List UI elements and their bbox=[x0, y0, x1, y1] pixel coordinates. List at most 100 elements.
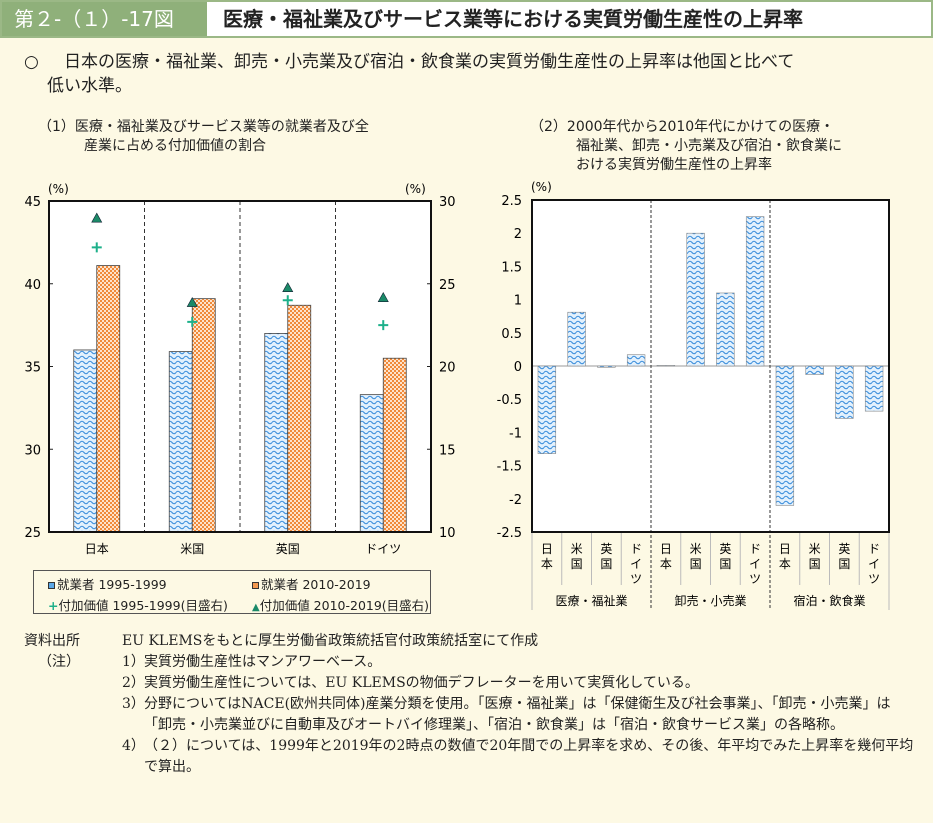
x-tick-label: ツ bbox=[749, 572, 761, 586]
x-tick-label: 日 bbox=[660, 542, 672, 556]
subtitle-line: おける実質労働生産性の上昇率 bbox=[576, 157, 772, 173]
plus-marker-icon: + bbox=[48, 598, 59, 613]
x-tick-label: イ bbox=[630, 557, 642, 571]
y2-tick-label: 20 bbox=[439, 361, 456, 376]
y2-tick-label: 25 bbox=[439, 278, 456, 293]
y-tick-label: 30 bbox=[24, 443, 41, 458]
bar bbox=[626, 354, 646, 367]
y-tick-label: 35 bbox=[24, 361, 41, 376]
note-text: 分野についてはNACE(欧州共同体)産業分類を使用。「医療・福祉業」は「保健衛生… bbox=[144, 696, 891, 733]
bar-employed-2010 bbox=[287, 304, 312, 533]
x-tick-label: イ bbox=[868, 557, 880, 571]
legend-label: 付加価値 2010-2019(目盛右) bbox=[259, 598, 430, 613]
x-tick-label: 英 bbox=[600, 542, 612, 556]
legend-swatch-icon bbox=[252, 582, 259, 589]
plus-marker bbox=[187, 316, 198, 327]
left-chart-subtitle: （1）医療・福祉業及びサービス業等の就業者及び全 産業に占める付加価値の割合 bbox=[38, 118, 369, 156]
x-tick-label: 英 bbox=[838, 542, 850, 556]
triangle-marker bbox=[377, 292, 389, 302]
triangle-marker bbox=[91, 212, 103, 223]
bar bbox=[597, 365, 616, 368]
y-tick-label: -2.5 bbox=[497, 526, 522, 541]
x-tick-label: 国 bbox=[809, 557, 821, 571]
legend-label: 就業者 2010-2019 bbox=[261, 577, 371, 592]
x-tick-label: ドイツ bbox=[365, 542, 401, 556]
y-tick-label: -0.5 bbox=[497, 393, 522, 408]
figure-header: 第２-（１）-17図 医療・福祉業及びサービス業等における実質労働生産性の上昇率 bbox=[0, 0, 933, 38]
note-number: 2） bbox=[122, 675, 145, 691]
figure-title: 医療・福祉業及びサービス業等における実質労働生産性の上昇率 bbox=[223, 7, 803, 31]
bar bbox=[805, 365, 824, 375]
x-tick-label: ド bbox=[630, 542, 642, 556]
left-chart: 45 30 40 25 35 20 30 15 25 10 (%) (%) 日本 米国 英国 ドイツ bbox=[24, 182, 455, 556]
y-axis-label: (%) bbox=[531, 180, 552, 194]
legend-swatch-icon bbox=[48, 582, 55, 589]
bar-employed-1995 bbox=[264, 332, 289, 533]
note-number: 1） bbox=[122, 654, 145, 670]
left-chart-legend: 就業者 1995-1999 就業者 2010-2019 +付加価値 1995-1… bbox=[33, 570, 431, 614]
bar-employed-2010 bbox=[191, 298, 216, 533]
y-tick-label: 1 bbox=[514, 294, 522, 309]
bar bbox=[716, 292, 735, 367]
legend-label: 付加価値 1995-1999(目盛右) bbox=[58, 598, 228, 613]
triangle-marker-icon: ▲ bbox=[252, 602, 260, 613]
x-tick-label: 日 bbox=[541, 542, 553, 556]
bar bbox=[775, 365, 795, 506]
x-tick-label: ツ bbox=[868, 572, 880, 586]
subtitle-line: （2）2000年代から2010年代にかけての医療・ bbox=[530, 119, 835, 135]
legend-label: 就業者 1995-1999 bbox=[57, 577, 167, 592]
y-tick-label: 25 bbox=[24, 526, 41, 541]
legend-item-employed-1995: 就業者 1995-1999 bbox=[48, 574, 167, 593]
x-tick-label: ツ bbox=[630, 572, 642, 586]
plot-frame bbox=[531, 199, 890, 533]
bar-employed-2010 bbox=[96, 265, 121, 533]
note-text: （２）については、1999年と2019年の2時点の数値で20年間での上昇率を求め… bbox=[144, 738, 914, 775]
x-tick-label: ド bbox=[749, 542, 761, 556]
x-tick-label: 英 bbox=[719, 542, 731, 556]
group-label: 宿泊・飲食業 bbox=[793, 593, 865, 608]
x-tick-label: 米国 bbox=[180, 542, 204, 556]
x-tick-label: 米 bbox=[690, 542, 702, 556]
bar bbox=[656, 365, 676, 367]
x-tick-label: 本 bbox=[779, 557, 791, 571]
triangle-marker bbox=[186, 296, 198, 307]
y2-axis-label: (%) bbox=[405, 182, 426, 196]
note-label: （注） bbox=[38, 654, 80, 670]
bullet-icon: ○ bbox=[24, 52, 39, 72]
y-tick-label: 45 bbox=[24, 195, 41, 210]
legend-item-employed-2010: 就業者 2010-2019 bbox=[252, 574, 371, 593]
plus-marker bbox=[378, 320, 389, 331]
y-tick-label: 2.5 bbox=[501, 194, 522, 209]
group-label: 医療・福祉業 bbox=[555, 593, 627, 608]
right-chart: 2.521.510.50-0.5-1-1.5-2-2.5(%)日本米国英国ドイツ… bbox=[497, 180, 890, 610]
subtitle-line: 福祉業、卸売・小売業及び宿泊・飲食業に bbox=[576, 138, 842, 154]
bar bbox=[567, 311, 586, 367]
x-tick-label: 国 bbox=[719, 557, 731, 571]
x-tick-label: 国 bbox=[838, 557, 850, 571]
note-number: 3） bbox=[122, 696, 145, 712]
y-tick-label: 2 bbox=[514, 227, 522, 242]
y-axis-label: (%) bbox=[48, 182, 69, 196]
note-text: 実質労働生産性はマンアワーベース。 bbox=[144, 654, 382, 670]
x-tick-label: 日本 bbox=[85, 542, 109, 556]
note-number: 4） bbox=[122, 738, 145, 754]
x-tick-label: 日 bbox=[779, 542, 791, 556]
y-tick-label: -1 bbox=[509, 426, 522, 441]
lead-line-2: 低い水準。 bbox=[47, 76, 132, 96]
subtitle-line: （1）医療・福祉業及びサービス業等の就業者及び全 bbox=[38, 119, 369, 135]
bar bbox=[537, 365, 557, 454]
bar bbox=[686, 232, 705, 367]
bar bbox=[864, 365, 884, 412]
y-tick-label: -2 bbox=[509, 493, 522, 508]
y-tick-label: 0.5 bbox=[501, 327, 522, 342]
x-tick-label: 国 bbox=[690, 557, 702, 571]
note-text: 実質労働生産性については、EU KLEMSの物価デフレーターを用いて実質化してい… bbox=[144, 675, 699, 691]
subtitle-line: 産業に占める付加価値の割合 bbox=[84, 138, 266, 154]
y-tick-label: 0 bbox=[514, 360, 522, 375]
figure-number: 第２-（１）-17図 bbox=[2, 2, 207, 36]
lead-text: ○ 日本の医療・福祉業、卸売・小売業及び宿泊・飲食業の実質労働生産性の上昇率は他国… bbox=[24, 50, 914, 98]
x-tick-label: 英国 bbox=[276, 542, 300, 556]
bar-employed-2010 bbox=[382, 357, 407, 533]
notes: 資料出所 EU KLEMSをもとに厚生労働省政策統括官付政策統括室にて作成 （注）… bbox=[24, 631, 914, 778]
